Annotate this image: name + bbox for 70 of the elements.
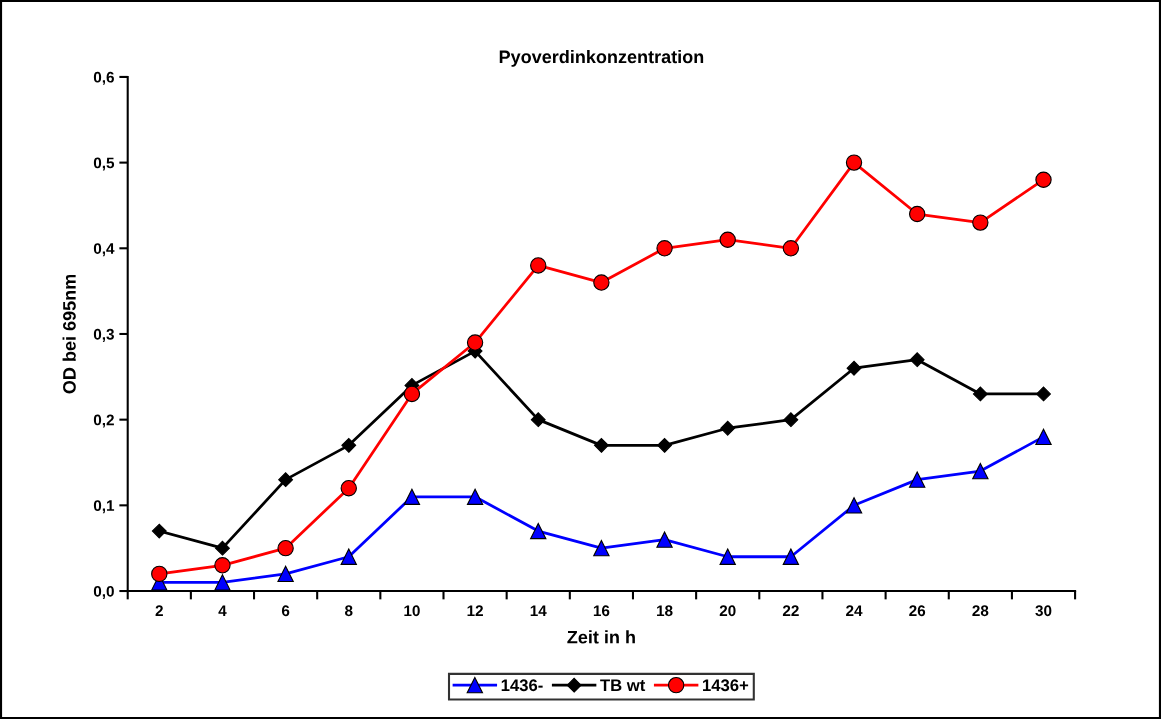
point [214,557,231,574]
chart-title: Pyoverdinkonzentration [499,49,704,67]
point [277,539,294,557]
point [530,522,547,540]
point [656,531,673,548]
point [593,274,610,291]
y-tick-label: 0,2 [93,414,114,428]
x-tick-label: 2 [155,605,163,616]
x-tick-label: 6 [281,605,290,617]
x-tick-label: 20 [719,605,736,617]
y-tick-label: 0,6 [93,71,114,85]
point [593,539,610,557]
y-tick-label: 0,5 [93,157,115,171]
x-axis-title: Zeit in h [567,630,635,644]
x-tick-label: 10 [404,605,420,617]
point [1035,171,1052,188]
legend-label: TB wt [600,679,646,692]
y-axis-title: OD bei 695nm [62,274,76,394]
x-tick-label: 18 [657,605,673,617]
point [656,240,673,257]
point [657,437,672,453]
point [151,523,167,539]
point [972,214,989,231]
y-tick-label: 0,3 [93,328,114,342]
point [783,412,799,428]
point [782,548,800,565]
point [720,420,736,436]
point [782,240,800,257]
x-tick-label: 24 [846,605,863,616]
point [340,548,357,565]
point [719,548,736,565]
point [593,437,609,453]
point [846,360,862,376]
point [214,574,231,591]
y-tick-label: 0,4 [93,243,115,257]
x-tick-label: 30 [1035,605,1052,617]
point [909,352,925,368]
point [719,231,736,248]
x-tick-label: 26 [909,605,926,617]
point [466,488,484,505]
legend-label: 1436+ [703,679,749,692]
point [151,565,168,583]
point [403,385,421,403]
point [277,565,294,583]
x-tick-label: 22 [782,605,799,616]
point [341,437,357,453]
point [215,540,230,556]
x-tick-label: 28 [972,605,989,617]
y-tick-label: 0,0 [93,585,114,599]
point [908,205,926,223]
legend-label: 1436- [501,679,543,692]
point [278,472,294,488]
point [908,471,926,488]
x-tick-label: 16 [593,605,610,617]
y-tick-label: 0,1 [93,500,115,514]
x-tick-label: 12 [467,605,483,616]
point [972,386,988,402]
x-tick-label: 4 [218,605,227,616]
x-tick-label: 8 [345,605,353,617]
point [340,480,357,497]
point [845,497,863,514]
point [845,154,863,171]
point [530,257,547,274]
point [403,488,421,505]
point [530,412,546,428]
point [1036,386,1051,402]
point [972,462,989,480]
point [1035,428,1052,445]
x-tick-label: 14 [530,605,547,616]
point [466,334,484,351]
